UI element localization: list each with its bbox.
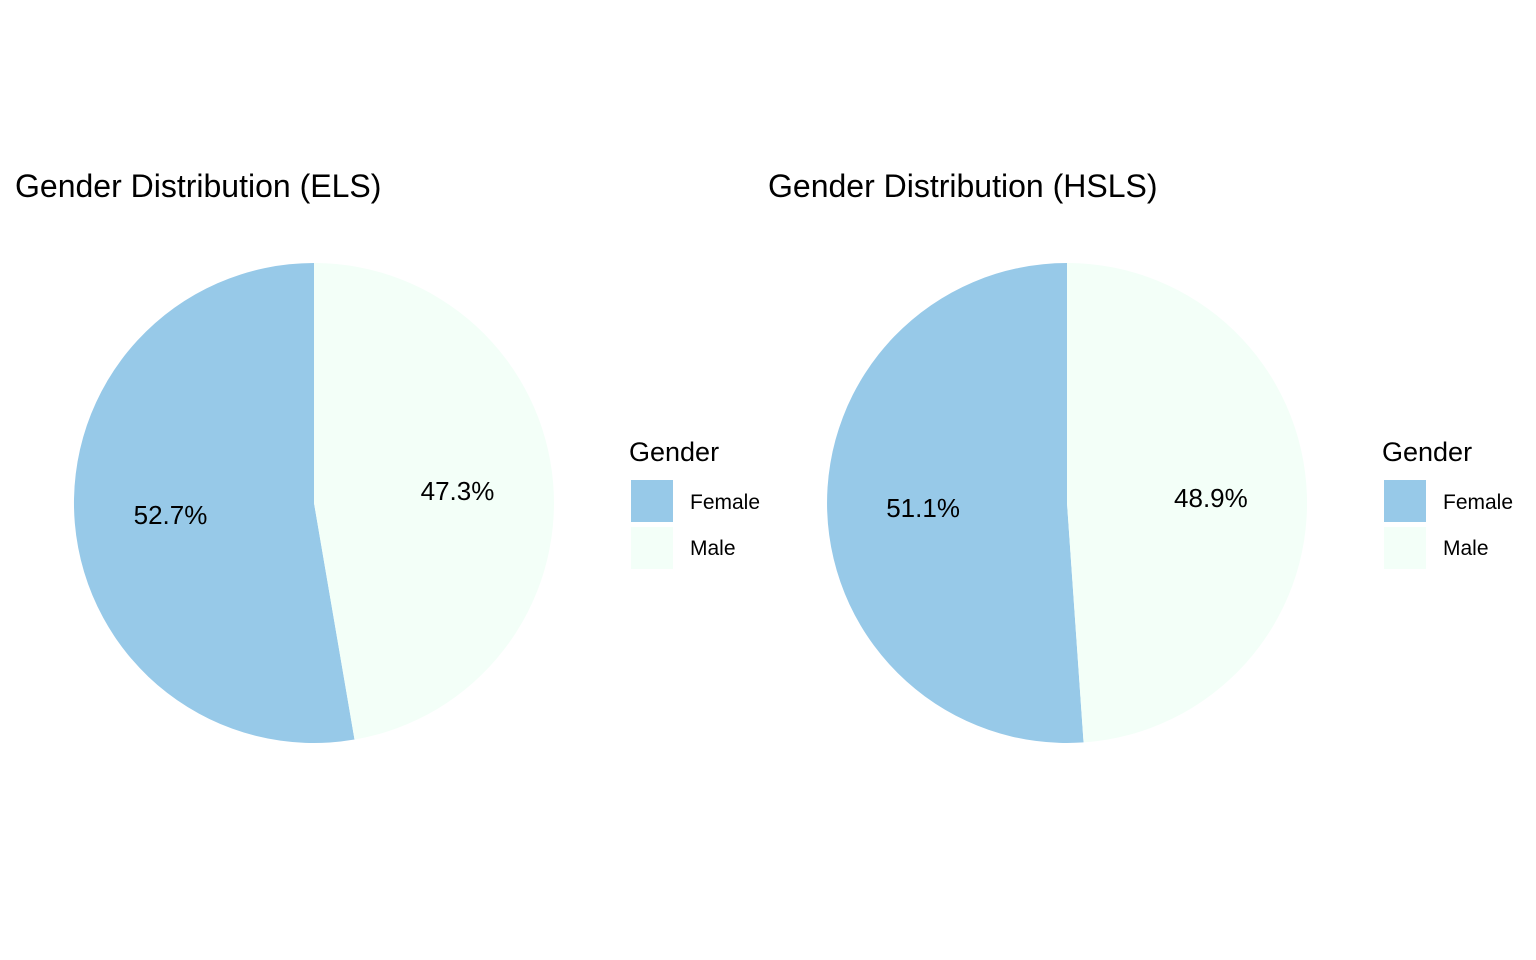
legend-swatch-male-els bbox=[631, 527, 673, 569]
pie-slice-female-hsls bbox=[827, 263, 1084, 743]
legend-swatch-female-els bbox=[631, 480, 673, 522]
chart-els-panel: Gender Distribution (ELS) 52.7% 47.3% Gen… bbox=[15, 168, 760, 743]
legend-label-female-hsls: Female bbox=[1443, 491, 1513, 514]
pie-els: 52.7% 47.3% bbox=[73, 263, 554, 743]
legend-label-male-hsls: Male bbox=[1443, 537, 1489, 560]
legend-label-female-els: Female bbox=[690, 491, 760, 514]
pie-label-female-hsls: 51.1% bbox=[886, 493, 960, 523]
pie-slice-male-hsls bbox=[1067, 263, 1308, 743]
legend-title-els: Gender bbox=[629, 437, 719, 467]
pie-slice-female-els bbox=[73, 263, 355, 743]
legend-els: Gender Female Male bbox=[629, 437, 760, 569]
legend-hsls: Gender Female Male bbox=[1382, 437, 1513, 569]
pie-slice-male-els bbox=[314, 263, 554, 740]
chart-title-hsls: Gender Distribution (HSLS) bbox=[768, 168, 1157, 204]
pie-label-male-els: 47.3% bbox=[421, 476, 495, 506]
pie-hsls: 51.1% 48.9% bbox=[827, 263, 1308, 743]
legend-title-hsls: Gender bbox=[1382, 437, 1472, 467]
pie-label-male-hsls: 48.9% bbox=[1174, 483, 1248, 513]
legend-label-male-els: Male bbox=[690, 537, 736, 560]
legend-swatch-male-hsls bbox=[1384, 527, 1426, 569]
chart-title-els: Gender Distribution (ELS) bbox=[15, 168, 381, 204]
chart-hsls-panel: Gender Distribution (HSLS) 51.1% 48.9% Ge… bbox=[768, 168, 1513, 743]
pie-label-female-els: 52.7% bbox=[134, 500, 208, 530]
legend-swatch-female-hsls bbox=[1384, 480, 1426, 522]
